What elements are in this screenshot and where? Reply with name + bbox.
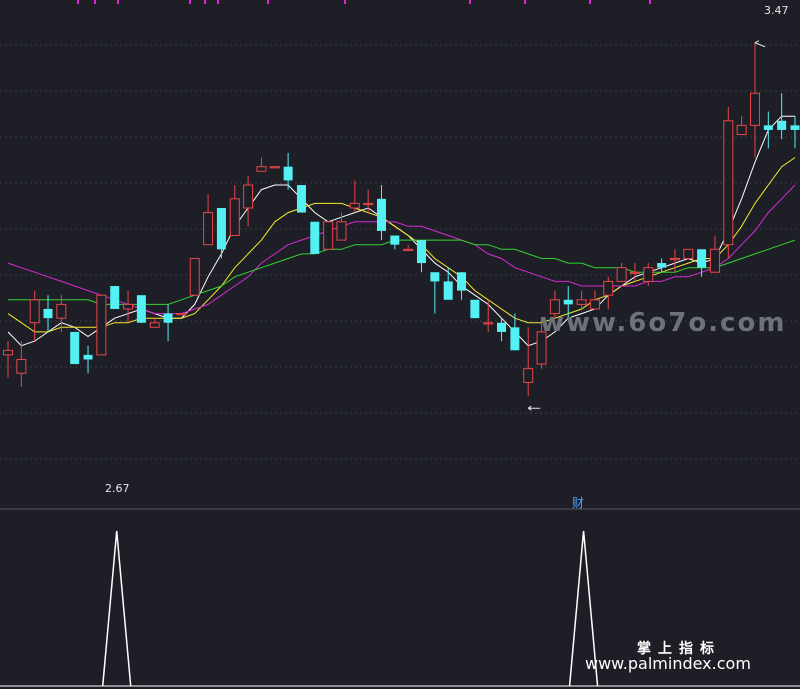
candle-body [256, 166, 267, 172]
candle-body [136, 295, 146, 323]
candle-body [497, 322, 507, 332]
candle-body [683, 248, 694, 259]
candle-body [123, 303, 134, 310]
candle-body [56, 303, 67, 319]
candle-body [163, 313, 173, 323]
candle-body [243, 184, 254, 209]
candle-body [83, 354, 93, 360]
candle-body [669, 257, 680, 261]
candle-body [310, 221, 320, 254]
candle-body [216, 207, 226, 250]
candle-body [43, 308, 53, 319]
candle-body [589, 299, 600, 310]
candle-body [709, 248, 720, 273]
candle-body [643, 267, 654, 282]
candle-body [777, 120, 787, 130]
watermark-site: www.6o7o.com [540, 308, 787, 338]
candle-body [510, 327, 520, 351]
candle-body [576, 299, 587, 305]
candle-body [443, 281, 453, 300]
watermark-site-2: www.palmindex.com [585, 654, 751, 673]
min-price-label: 2.67 [105, 482, 130, 495]
candle-body [763, 125, 773, 130]
candle-body [616, 267, 627, 282]
ma-line [7, 184, 796, 315]
min-arrow [527, 405, 541, 411]
candle-body [16, 358, 27, 374]
candle-body [483, 322, 494, 325]
candle-body [536, 331, 547, 365]
candle-body [363, 202, 374, 206]
signal-marker: 财 [572, 496, 585, 510]
candle-body [549, 299, 560, 315]
candle-body [203, 212, 214, 246]
candle-body [229, 198, 240, 237]
candle-body [523, 368, 534, 383]
candle-body [457, 272, 467, 291]
candle-body [403, 248, 414, 251]
candle-body [657, 263, 667, 268]
candle-body [629, 271, 640, 274]
candle-body [3, 349, 13, 356]
candle-body [376, 198, 386, 231]
candle-body [176, 313, 187, 316]
candle-body [110, 286, 120, 309]
ma-line [8, 239, 796, 305]
candle-body [323, 221, 334, 250]
max-price-label: 3.47 [764, 4, 789, 17]
candle-body [269, 166, 280, 169]
candle-body [603, 280, 614, 296]
candle-body [723, 120, 734, 246]
candle-body [29, 299, 40, 324]
candle-body [736, 124, 747, 136]
candle-body [390, 235, 400, 245]
candle-body [336, 221, 347, 241]
candle-body [149, 322, 160, 328]
signal-spike [101, 530, 132, 687]
candle-body [283, 166, 293, 181]
candle-body [470, 299, 480, 319]
candle-body [96, 294, 107, 356]
candle-body [563, 299, 573, 305]
candle-body [70, 331, 80, 365]
signal-spike [568, 530, 599, 687]
watermark-brand: 掌上指标 [637, 641, 721, 657]
max-arrow [754, 40, 766, 48]
candle-body [189, 257, 200, 296]
candle-body [349, 202, 360, 209]
candle-body [697, 249, 707, 268]
candle-body [296, 185, 306, 213]
candle-body [430, 272, 440, 282]
candle-body [790, 125, 800, 130]
candle-body [417, 240, 427, 264]
candle-body [749, 92, 760, 126]
